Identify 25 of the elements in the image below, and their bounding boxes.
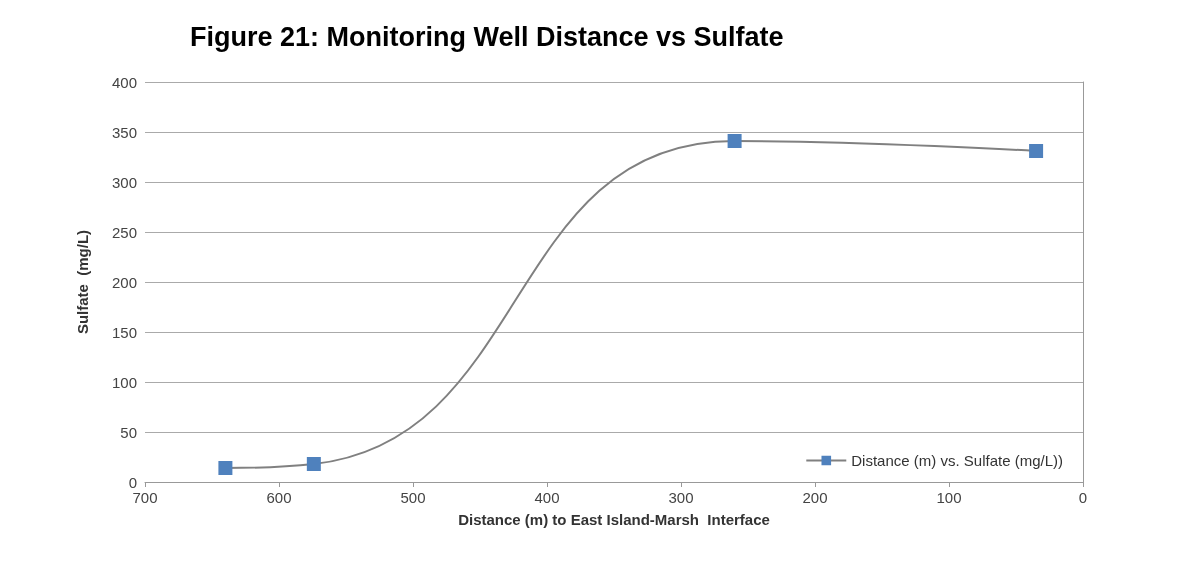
x-tick-label: 200 (802, 489, 828, 506)
y-tick-label: 300 (111, 173, 137, 191)
point (1029, 144, 1044, 158)
chart-title: Figure 21: Monitoring Well Distance vs Sulfate (190, 21, 784, 52)
x-tick-label: 300 (668, 489, 694, 506)
y-tick-label: 200 (111, 273, 137, 291)
point (306, 457, 321, 471)
y-tick-label: 400 (111, 73, 137, 91)
y-tick-label: 0 (128, 473, 137, 491)
x-tick-label: 100 (936, 489, 962, 506)
y-tick-label: 150 (111, 323, 137, 341)
y-axis-title: Sulfate (mg/L) (74, 229, 91, 335)
x-axis-title: Distance (m) to East Island-Marsh Interface (458, 511, 770, 528)
point (727, 134, 742, 148)
y-tick-label: 250 (111, 223, 137, 241)
x-tick-label: 700 (132, 489, 158, 506)
x-tick-label: 500 (400, 489, 426, 506)
y-tick-label: 350 (111, 123, 137, 141)
x-tick-label: 600 (266, 489, 292, 506)
point (218, 461, 233, 475)
legend-label: Distance (m) vs. Sulfate (mg/L)) (851, 452, 1063, 469)
x-tick-label: 0 (1078, 489, 1088, 506)
x-tick-label: 400 (534, 489, 560, 506)
y-tick-label: 50 (120, 423, 137, 441)
y-tick-label: 100 (111, 373, 137, 391)
